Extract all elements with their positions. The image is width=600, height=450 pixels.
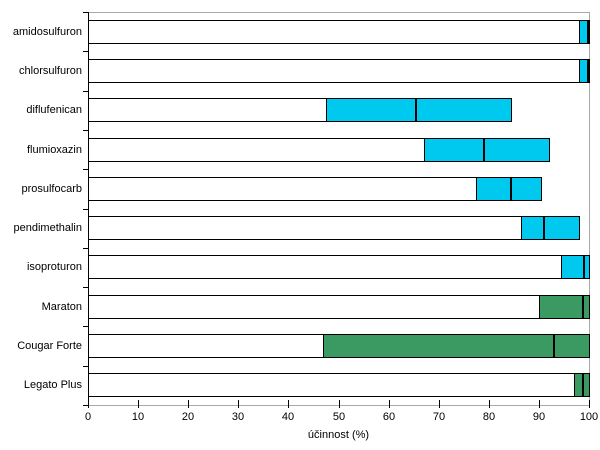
x-tick-label: 30 — [231, 411, 245, 423]
category-label: chlorsulfuron — [19, 65, 82, 77]
category-axis-tick — [83, 405, 88, 406]
x-tick-label: 100 — [579, 411, 599, 423]
bar-range-segment — [579, 59, 590, 83]
mean-tick — [587, 60, 589, 82]
bar-outline — [88, 255, 590, 279]
category-label: Maraton — [41, 301, 82, 313]
mean-tick — [582, 296, 584, 318]
bar-range-segment — [539, 295, 590, 319]
bar-range-segment — [476, 177, 542, 201]
x-axis-tick — [439, 400, 440, 408]
mean-tick — [553, 335, 555, 357]
category-label: amidosulfuron — [12, 26, 82, 38]
category-axis-tick — [83, 12, 88, 13]
bar-range-segment — [326, 98, 512, 122]
category-label: isoproturon — [26, 261, 82, 273]
bar-outline — [88, 295, 590, 319]
mean-tick — [587, 21, 589, 43]
mean-tick — [483, 139, 485, 161]
x-axis-tick — [539, 400, 540, 408]
x-tick-label: 70 — [432, 411, 446, 423]
category-axis-tick — [83, 209, 88, 210]
x-axis-tick — [589, 400, 590, 408]
category-axis-tick — [83, 248, 88, 249]
category-label: Legato Plus — [23, 379, 82, 391]
bar-range-segment — [521, 216, 580, 240]
category-axis-tick — [83, 366, 88, 367]
x-axis-tick — [389, 400, 390, 408]
bar-outline — [88, 216, 580, 240]
category-label: flumioxazin — [26, 144, 82, 156]
x-tick-label: 60 — [382, 411, 396, 423]
category-label: pendimethalin — [13, 222, 83, 234]
x-tick-label: 10 — [131, 411, 145, 423]
y-axis-line — [88, 12, 89, 406]
category-axis-tick — [83, 326, 88, 327]
x-tick-label: 40 — [281, 411, 295, 423]
x-tick-label: 80 — [482, 411, 496, 423]
category-axis-tick — [83, 169, 88, 170]
bar-range-segment — [579, 20, 590, 44]
category-label: prosulfocarb — [21, 183, 82, 195]
category-axis-tick — [83, 130, 88, 131]
bar-range-segment — [424, 138, 550, 162]
x-axis-title: účinnost (%) — [307, 429, 370, 441]
mean-tick — [543, 217, 545, 239]
bar-outline — [88, 177, 542, 201]
category-axis-tick — [83, 51, 88, 52]
x-axis-tick — [188, 400, 189, 408]
mean-tick — [583, 256, 585, 278]
x-axis-tick — [138, 400, 139, 408]
mean-tick — [510, 178, 512, 200]
bar-range-segment — [323, 334, 590, 358]
category-label: Cougar Forte — [17, 340, 82, 352]
x-axis-tick — [288, 400, 289, 408]
category-axis-tick — [83, 287, 88, 288]
x-tick-label: 20 — [181, 411, 195, 423]
bar-outline — [88, 20, 590, 44]
bar-outline — [88, 373, 590, 397]
x-axis-tick — [88, 400, 89, 408]
x-axis-tick — [339, 400, 340, 408]
category-axis-tick — [83, 91, 88, 92]
bar-outline — [88, 59, 590, 83]
x-tick-label: 50 — [332, 411, 346, 423]
mean-tick — [582, 374, 584, 396]
mean-tick — [415, 99, 417, 121]
bar-range-segment — [561, 255, 590, 279]
x-tick-label: 0 — [84, 411, 92, 423]
x-axis-tick — [489, 400, 490, 408]
x-axis-tick — [238, 400, 239, 408]
category-label: diflufenican — [26, 104, 82, 116]
x-tick-label: 90 — [532, 411, 546, 423]
